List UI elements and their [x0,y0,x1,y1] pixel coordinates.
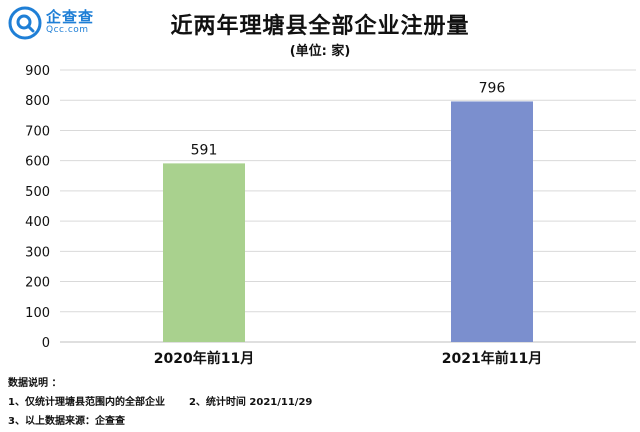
note-item-3: 3、以上数据来源：企查查 [8,416,125,427]
y-tick-label: 200 [25,276,50,291]
bar [163,163,245,342]
data-notes: 数据说明 ： 1、仅统计理塘县范围内的全部企业 2、统计时间 2021/11/2… [8,374,312,431]
chart-subtitle: (单位: 家) [289,44,351,59]
y-tick-label: 700 [25,124,50,139]
bar-chart: 0 100 200 300 400 500 600 700 800 900 591 2020年前11月… [25,64,636,367]
data-label: 591 [191,142,218,158]
qcc-logo-icon [8,6,42,40]
x-category-label: 2021年前11月 [442,350,542,367]
data-label: 796 [479,80,506,96]
y-tick-label: 500 [25,185,50,200]
logo-name-cn: 企查查 [46,8,95,27]
y-tick-label: 900 [25,64,50,79]
y-tick-label: 0 [42,336,50,351]
y-tick-label: 100 [25,306,50,321]
notes-heading: 数据说明 ： [8,378,62,389]
y-tick-label: 800 [25,94,50,109]
chart-title: 近两年理塘县全部企业注册量 [170,14,470,39]
y-tick-label: 400 [25,215,50,230]
y-tick-label: 600 [25,155,50,170]
y-tick-label: 300 [25,245,50,260]
note-item-2: 2、统计时间 2021/11/29 [188,397,313,408]
qcc-logo: 企查查 Qcc.com [8,6,94,40]
bar [451,101,533,342]
x-category-label: 2020年前11月 [154,350,254,367]
note-item-1: 1、仅统计理塘县范围内的全部企业 [8,397,165,408]
logo-name-en: Qcc.com [46,25,89,36]
